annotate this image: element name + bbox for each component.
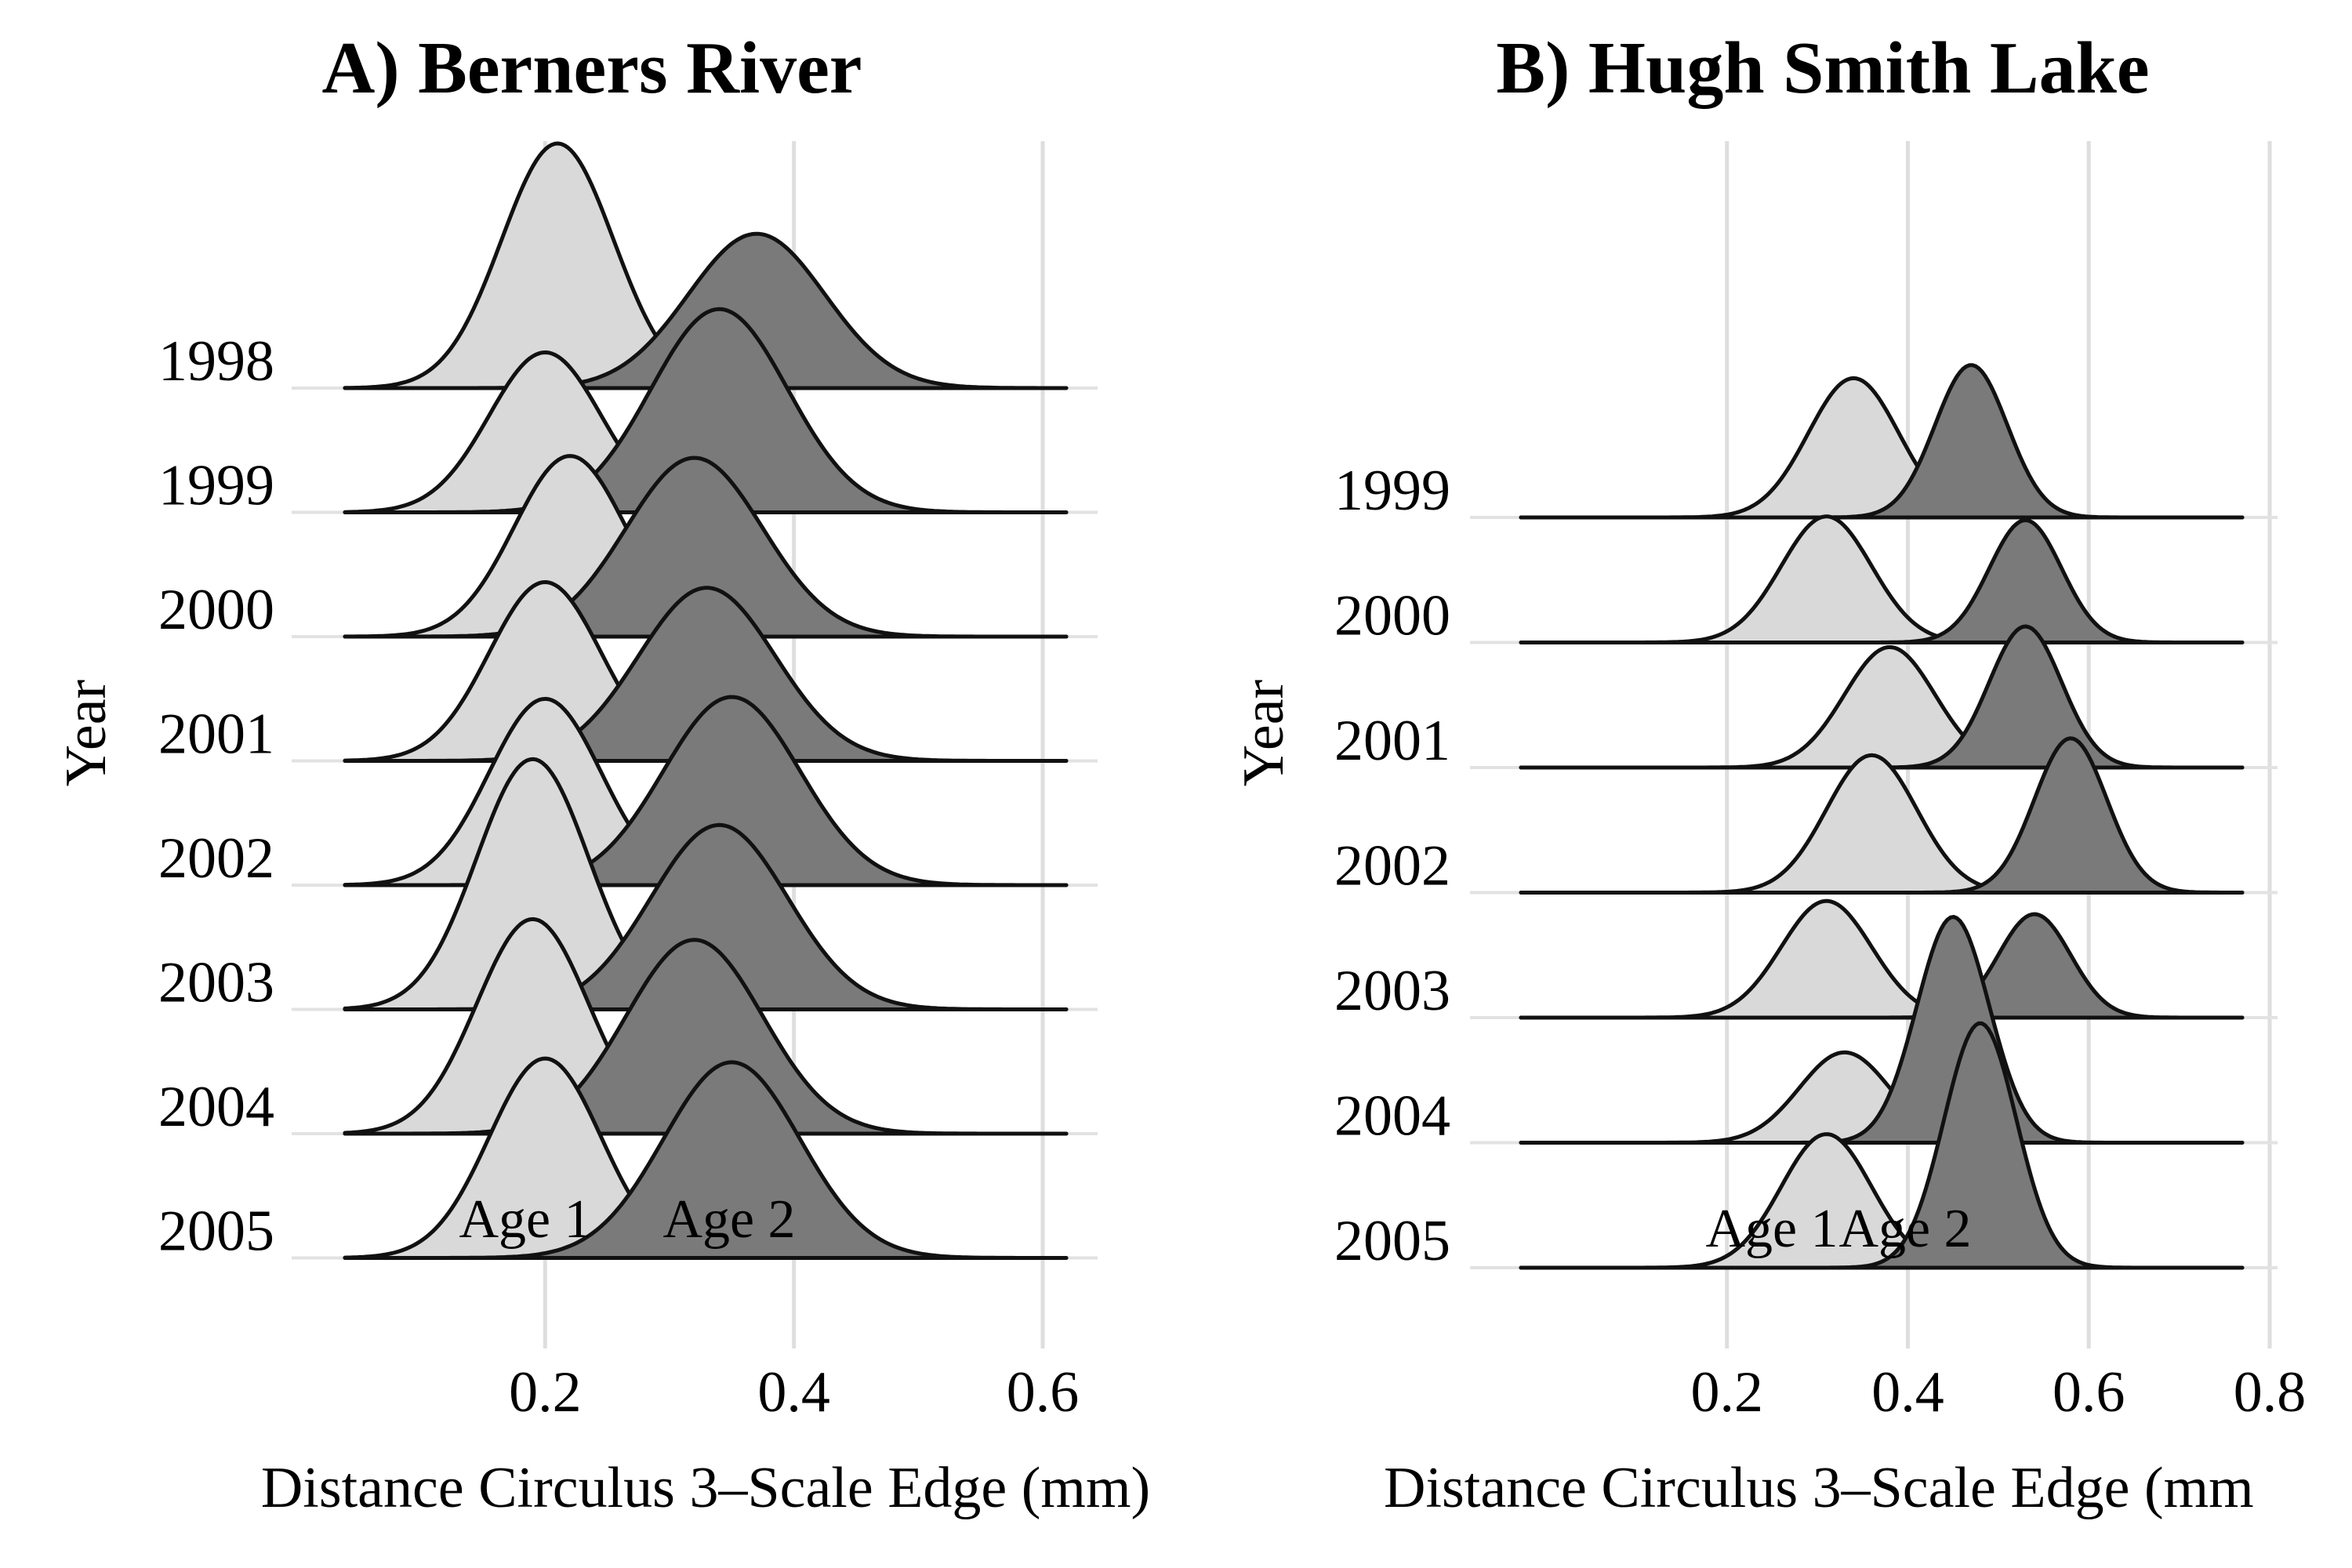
x-tick-labels: 0.2 0.4 0.6: [509, 1360, 1079, 1425]
ridge-row-2004: [1519, 915, 2245, 1145]
panel-hugh-smith-lake: B) Hugh Smith Lake Distance Circulus 3–S…: [1232, 27, 2306, 1520]
age-2-density-1998: [343, 231, 1069, 390]
x-tick-label: 0.6: [1007, 1360, 1080, 1425]
year-label: 2001: [158, 702, 274, 767]
year-label: 2000: [1334, 584, 1450, 648]
panel-title: A) Berners River: [321, 27, 862, 109]
age-2-density-2004: [343, 938, 1069, 1136]
age-1-density-2003: [1519, 898, 2245, 1020]
age-2-density-2000: [343, 456, 1069, 639]
year-label: 2002: [1334, 834, 1450, 898]
age-2-density-2002: [1519, 736, 2245, 895]
y-axis-label: Year: [54, 680, 118, 786]
year-label: 2002: [158, 826, 274, 891]
ridge-layer: [343, 141, 1069, 1260]
age-2-density-2005: [1519, 1021, 2245, 1270]
age-2-density-2005: [343, 1060, 1069, 1260]
year-label: 2005: [1334, 1209, 1450, 1273]
year-labels: 1998 1999 2000 2001 2002 2003 2004 2005: [158, 329, 274, 1264]
year-label: 1998: [158, 329, 274, 394]
age-2-density-2003: [343, 822, 1069, 1011]
year-label: 2001: [1334, 709, 1450, 773]
age-1-annotation: Age 1: [1705, 1199, 1838, 1259]
age-2-density-2000: [1519, 518, 2245, 644]
x-tick-label: 0.2: [509, 1360, 582, 1425]
year-label: 2003: [158, 951, 274, 1015]
x-axis-label: Distance Circulus 3–Scale Edge (mm): [261, 1456, 1150, 1520]
ridge-row-2000: [1519, 514, 2245, 644]
age-1-density-2000: [1519, 514, 2245, 644]
x-axis-label: Distance Circulus 3–Scale Edge (mm: [1384, 1456, 2254, 1520]
x-tick-label: 0.8: [2234, 1360, 2307, 1425]
panel-berners-river: A) Berners River Distance Circulus 3–Sca…: [54, 27, 1150, 1520]
year-label: 1999: [1334, 459, 1450, 523]
ridge-row-2003: [1519, 898, 2245, 1020]
year-label: 1999: [158, 454, 274, 518]
year-label: 2004: [1334, 1084, 1450, 1149]
y-axis-label: Year: [1232, 680, 1296, 786]
age-1-density-2001: [1519, 645, 2245, 770]
x-tick-label: 0.4: [1871, 1360, 1944, 1425]
ridge-row-1999: [1519, 363, 2245, 520]
ridge-row-2005: [1519, 1021, 2245, 1270]
ridge-layer: [1519, 363, 2245, 1270]
age-1-annotation: Age 1: [459, 1189, 591, 1250]
age-1-density-1999: [1519, 376, 2245, 520]
age-2-density-1999: [1519, 363, 2245, 520]
age-2-density-2001: [343, 586, 1069, 763]
age-2-annotation: Age 2: [662, 1189, 795, 1250]
age-2-density-2004: [1519, 915, 2245, 1145]
age-2-annotation: Age 2: [1838, 1199, 1971, 1259]
year-labels: 1999 2000 2001 2002 2003 2004 2005: [1334, 459, 1450, 1273]
year-label: 2000: [158, 578, 274, 642]
ridge-row-2002: [1519, 736, 2245, 895]
x-tick-label: 0.6: [2053, 1360, 2125, 1425]
year-label: 2005: [158, 1200, 274, 1264]
x-tick-labels: 0.2 0.4 0.6 0.8: [1691, 1360, 2307, 1425]
year-label: 2003: [1334, 959, 1450, 1023]
year-label: 2004: [158, 1075, 274, 1139]
panel-title: B) Hugh Smith Lake: [1496, 27, 2149, 109]
x-tick-label: 0.2: [1691, 1360, 1764, 1425]
ridge-row-2001: [1519, 624, 2245, 770]
ridge-row-2005: [343, 1056, 1069, 1260]
x-tick-label: 0.4: [757, 1360, 830, 1425]
age-2-density-1999: [343, 307, 1069, 514]
age-2-density-2003: [1519, 912, 2245, 1020]
